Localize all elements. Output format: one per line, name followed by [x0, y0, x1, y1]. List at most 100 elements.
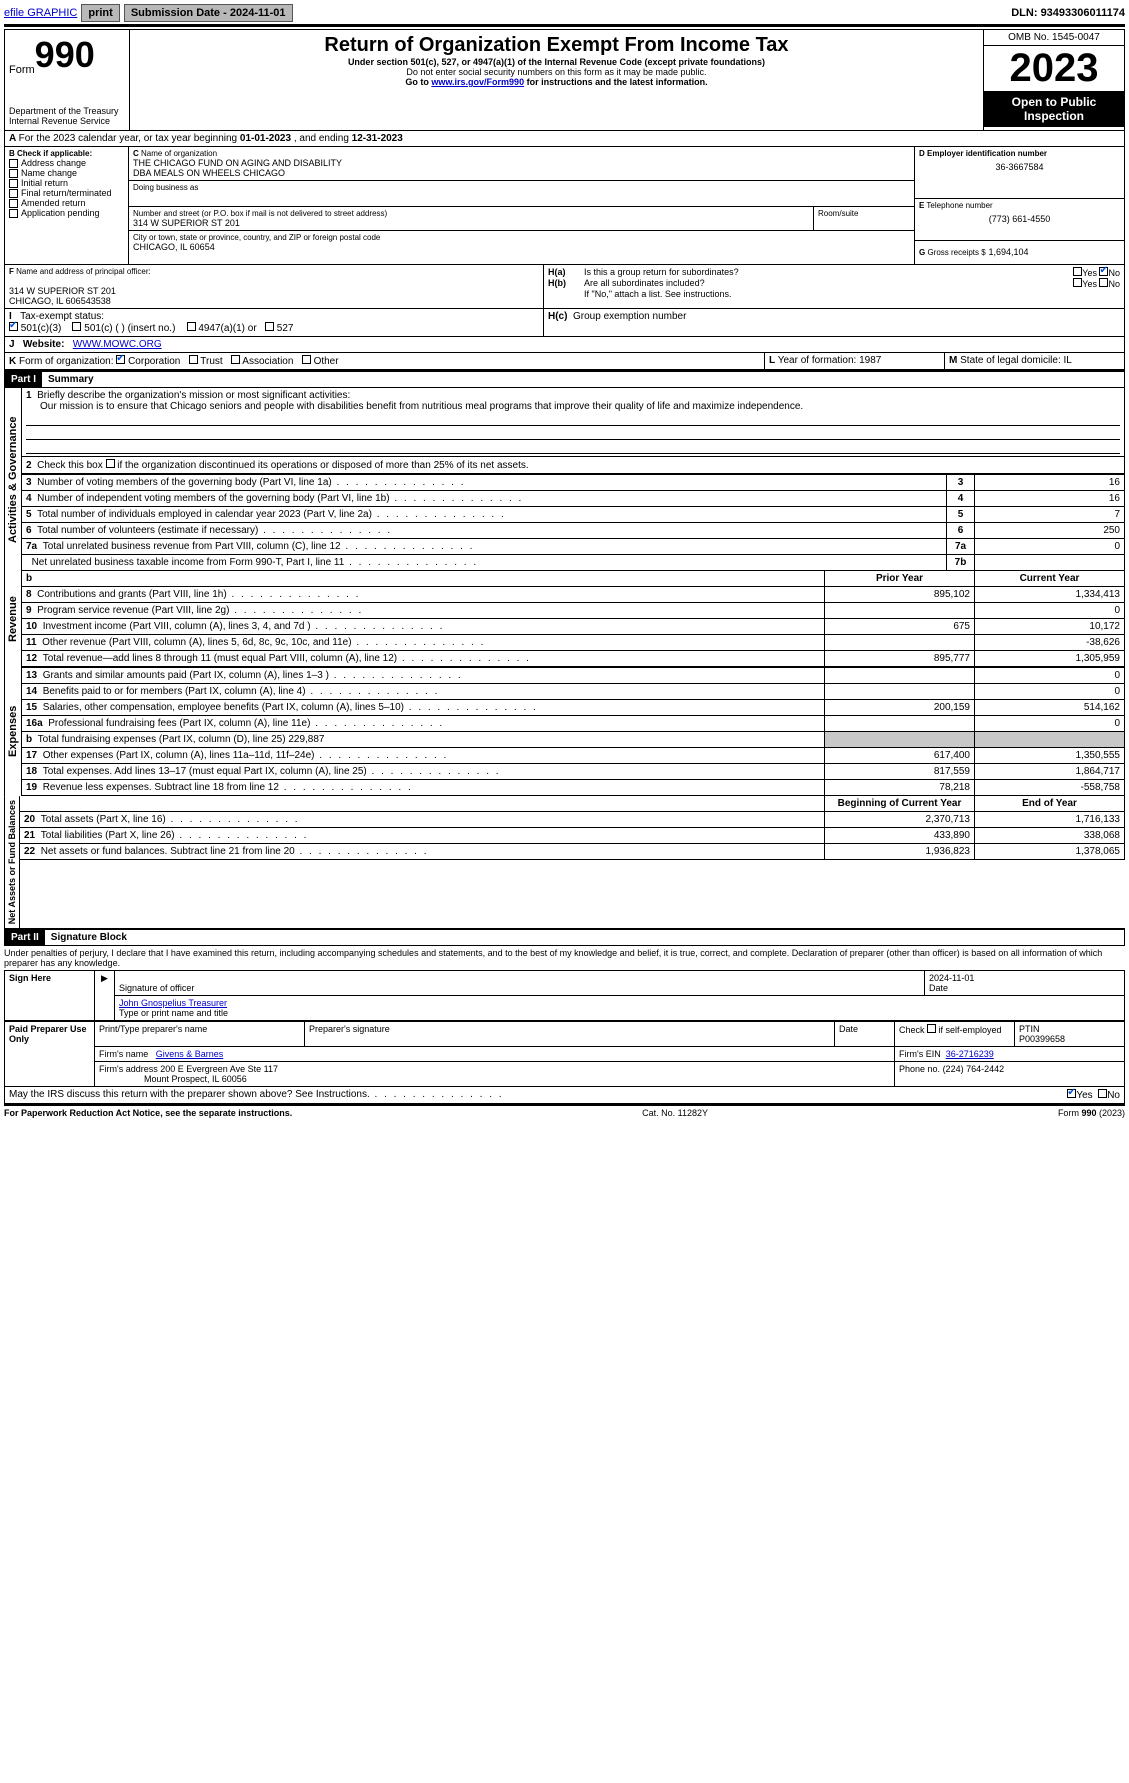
summary-line: 18 Total expenses. Add lines 13–17 (must… [22, 764, 1125, 780]
chk-hb-yes[interactable] [1073, 278, 1082, 287]
dln-label: DLN: [1011, 7, 1040, 19]
h-a-label: Is this a group return for subordinates? [584, 267, 1073, 278]
expenses-table: 13 Grants and similar amounts paid (Part… [22, 667, 1125, 796]
ptin-label: PTIN [1019, 1024, 1040, 1034]
part-1-label: Part I [5, 372, 42, 387]
chk-discuss-no[interactable] [1098, 1089, 1107, 1098]
summary-line: 7a Total unrelated business revenue from… [22, 539, 1125, 555]
g-label: Gross receipts $ [927, 248, 985, 257]
i-label: Tax-exempt status: [20, 311, 104, 322]
efile-link[interactable]: efile GRAPHIC [4, 7, 77, 19]
officer-addr2: CHICAGO, IL 606543538 [9, 296, 539, 306]
summary-single-lines: 3 Number of voting members of the govern… [22, 474, 1125, 571]
l-value: 1987 [859, 355, 881, 366]
part-2-title: Signature Block [45, 930, 133, 945]
opt-application-pending: Application pending [21, 208, 100, 218]
perjury-declaration: Under penalties of perjury, I declare th… [4, 946, 1125, 970]
opt-4947: 4947(a)(1) or [198, 323, 256, 334]
officer-name-link[interactable]: John Gnospelius Treasurer [119, 998, 227, 1008]
top-bar: efile GRAPHIC print Submission Date - 20… [4, 4, 1125, 22]
k-label: Form of organization: [19, 356, 114, 367]
chk-amended-return[interactable] [9, 199, 18, 208]
city-label: City or town, state or province, country… [133, 233, 910, 242]
submission-date-button[interactable]: Submission Date - 2024-11-01 [124, 4, 293, 22]
chk-4947[interactable] [187, 322, 196, 331]
chk-association[interactable] [231, 355, 240, 364]
hdr-current-year: Current Year [975, 571, 1125, 587]
paid-preparer-table: Paid Preparer Use Only Print/Type prepar… [4, 1021, 1125, 1087]
firm-addr2: Mount Prospect, IL 60056 [144, 1074, 247, 1084]
chk-discuss-yes[interactable] [1067, 1089, 1076, 1098]
chk-final-return[interactable] [9, 189, 18, 198]
firm-name-label: Firm's name [99, 1049, 148, 1059]
room-label: Room/suite [818, 209, 910, 218]
paid-preparer-label: Paid Preparer Use Only [5, 1022, 95, 1087]
discuss-no: No [1107, 1090, 1120, 1101]
org-name-1: THE CHICAGO FUND ON AGING AND DISABILITY [133, 158, 910, 168]
summary-line: 15 Salaries, other compensation, employe… [22, 700, 1125, 716]
summary-line: 3 Number of voting members of the govern… [22, 475, 1125, 491]
summary-line: 6 Total number of volunteers (estimate i… [22, 523, 1125, 539]
a-mid: , and ending [294, 133, 352, 144]
chk-application-pending[interactable] [9, 209, 18, 218]
opt-501c3: 501(c)(3) [21, 323, 62, 334]
hb-no: No [1108, 279, 1120, 289]
cat-no: Cat. No. 11282Y [292, 1108, 1058, 1118]
firm-ein-link[interactable]: 36-2716239 [946, 1049, 994, 1059]
summary-line: 17 Other expenses (Part IX, column (A), … [22, 748, 1125, 764]
arrow-icon: ▶ [95, 971, 115, 1021]
firm-name-link[interactable]: Givens & Barnes [156, 1049, 224, 1059]
chk-ha-yes[interactable] [1073, 267, 1082, 276]
firm-phone: (224) 764-2442 [943, 1064, 1005, 1074]
m-label: State of legal domicile: [960, 355, 1061, 366]
revenue-table: b Prior Year Current Year 8 Contribution… [22, 571, 1125, 667]
chk-ha-no[interactable] [1099, 267, 1108, 276]
irs-discuss-row: May the IRS discuss this return with the… [4, 1087, 1125, 1104]
discuss-yes: Yes [1076, 1090, 1092, 1101]
summary-line: 22 Net assets or fund balances. Subtract… [20, 844, 1125, 860]
print-button[interactable]: print [81, 4, 119, 22]
prep-sig-label: Preparer's signature [309, 1024, 390, 1034]
section-fh: F Name and address of principal officer:… [4, 265, 1125, 309]
submission-date: 2024-11-01 [230, 7, 286, 19]
d-label: Employer identification number [927, 149, 1047, 158]
chk-other[interactable] [302, 355, 311, 364]
summary-line: 20 Total assets (Part X, line 16) 2,370,… [20, 812, 1125, 828]
ha-no: No [1108, 268, 1120, 278]
gross-receipts: 1,694,104 [988, 247, 1028, 257]
l-label: Year of formation: [778, 355, 857, 366]
hdr-end-year: End of Year [975, 796, 1125, 812]
chk-self-employed[interactable] [927, 1024, 936, 1033]
e-label: Telephone number [926, 201, 992, 210]
ptin-value: P00399658 [1019, 1034, 1065, 1044]
paperwork-notice: For Paperwork Reduction Act Notice, see … [4, 1108, 292, 1118]
summary-line: 16a Professional fundraising fees (Part … [22, 716, 1125, 732]
part-2-label: Part II [5, 930, 45, 945]
summary-line: 14 Benefits paid to or for members (Part… [22, 684, 1125, 700]
opt-name-change: Name change [21, 168, 77, 178]
sig-officer-label: Signature of officer [119, 983, 194, 993]
chk-527[interactable] [265, 322, 274, 331]
ha-yes: Yes [1082, 268, 1097, 278]
opt-initial-return: Initial return [21, 178, 68, 188]
dba-label: Doing business as [133, 183, 910, 192]
footer: For Paperwork Reduction Act Notice, see … [4, 1104, 1125, 1120]
chk-name-change[interactable] [9, 169, 18, 178]
website-link[interactable]: WWW.MOWC.ORG [73, 339, 162, 350]
vert-expenses: Expenses [4, 667, 22, 796]
prep-date-label: Date [839, 1024, 858, 1034]
street-label: Number and street (or P.O. box if mail i… [133, 209, 809, 218]
opt-final-return: Final return/terminated [21, 188, 112, 198]
chk-501c[interactable] [72, 322, 81, 331]
chk-discontinued[interactable] [106, 459, 115, 468]
chk-initial-return[interactable] [9, 179, 18, 188]
chk-corporation[interactable] [116, 355, 125, 364]
chk-address-change[interactable] [9, 159, 18, 168]
org-name-2: DBA MEALS ON WHEELS CHICAGO [133, 168, 910, 178]
dln: DLN: 93493306011174 [1011, 7, 1125, 19]
chk-501c3[interactable] [9, 322, 18, 331]
summary-line: 12 Total revenue—add lines 8 through 11 … [22, 651, 1125, 667]
h-b-label: Are all subordinates included? [584, 278, 1073, 289]
chk-trust[interactable] [189, 355, 198, 364]
irs-link[interactable]: www.irs.gov/Form990 [431, 77, 524, 87]
